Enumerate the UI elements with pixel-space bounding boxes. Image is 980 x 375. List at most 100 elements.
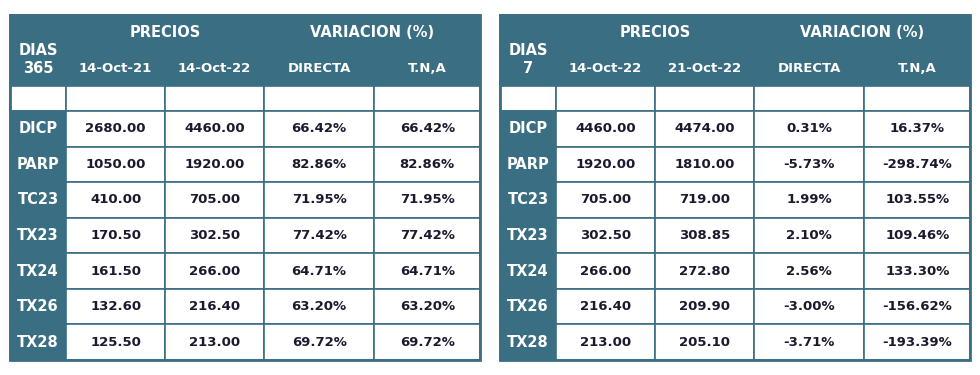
Bar xyxy=(754,182,864,218)
Text: TX26: TX26 xyxy=(18,299,59,314)
Bar xyxy=(165,86,264,111)
Text: 161.50: 161.50 xyxy=(90,265,141,278)
Text: DICP: DICP xyxy=(19,122,58,136)
Text: 272.80: 272.80 xyxy=(679,265,730,278)
Text: 1.99%: 1.99% xyxy=(786,194,832,207)
Text: VARIACION (%): VARIACION (%) xyxy=(310,25,434,40)
Text: 308.85: 308.85 xyxy=(679,229,730,242)
Text: 266.00: 266.00 xyxy=(189,265,240,278)
Text: TC23: TC23 xyxy=(18,192,59,207)
Bar xyxy=(165,111,264,147)
Bar xyxy=(10,253,67,289)
Bar xyxy=(374,51,480,86)
Text: 365: 365 xyxy=(23,61,53,76)
Text: -156.62%: -156.62% xyxy=(882,300,953,313)
Bar xyxy=(500,253,557,289)
Bar xyxy=(165,324,264,360)
Bar xyxy=(374,147,480,182)
Text: 133.30%: 133.30% xyxy=(885,265,950,278)
Text: 1050.00: 1050.00 xyxy=(85,158,146,171)
Text: -193.39%: -193.39% xyxy=(882,336,953,349)
Text: PRECIOS: PRECIOS xyxy=(129,25,201,40)
Bar xyxy=(165,289,264,324)
Text: -3.00%: -3.00% xyxy=(783,300,835,313)
Bar xyxy=(10,324,67,360)
Bar xyxy=(67,324,165,360)
Bar xyxy=(557,51,655,86)
Bar xyxy=(264,86,374,111)
Text: 64.71%: 64.71% xyxy=(400,265,455,278)
Text: 63.20%: 63.20% xyxy=(291,300,347,313)
Bar xyxy=(374,111,480,147)
Bar xyxy=(754,111,864,147)
Bar xyxy=(864,86,970,111)
Bar xyxy=(754,86,864,111)
Bar xyxy=(655,253,754,289)
Text: 14-Oct-22: 14-Oct-22 xyxy=(569,62,642,75)
Bar xyxy=(374,289,480,324)
Bar xyxy=(264,324,374,360)
Text: 4474.00: 4474.00 xyxy=(674,122,735,135)
Bar xyxy=(374,253,480,289)
Bar xyxy=(67,182,165,218)
Bar xyxy=(165,218,264,253)
Bar xyxy=(264,111,374,147)
Text: PARP: PARP xyxy=(17,157,60,172)
Bar xyxy=(864,218,970,253)
Text: DICP: DICP xyxy=(509,122,548,136)
Text: 170.50: 170.50 xyxy=(90,229,141,242)
Bar xyxy=(264,253,374,289)
Text: TX28: TX28 xyxy=(507,335,549,350)
Bar xyxy=(500,15,557,86)
Text: 14-Oct-21: 14-Oct-21 xyxy=(79,62,152,75)
Bar xyxy=(67,253,165,289)
Text: 63.20%: 63.20% xyxy=(400,300,455,313)
Bar xyxy=(754,51,864,86)
Text: 410.00: 410.00 xyxy=(90,194,141,207)
Text: 71.95%: 71.95% xyxy=(292,194,347,207)
Text: -5.73%: -5.73% xyxy=(783,158,835,171)
Text: 103.55%: 103.55% xyxy=(885,194,950,207)
Text: 216.40: 216.40 xyxy=(189,300,240,313)
Text: 7: 7 xyxy=(523,61,533,76)
Text: 1920.00: 1920.00 xyxy=(184,158,245,171)
Bar xyxy=(67,218,165,253)
Text: DIAS: DIAS xyxy=(509,43,548,58)
Bar xyxy=(500,324,557,360)
Text: 209.90: 209.90 xyxy=(679,300,730,313)
Bar xyxy=(557,147,655,182)
Text: TX28: TX28 xyxy=(17,335,59,350)
Bar xyxy=(10,111,67,147)
Text: 71.95%: 71.95% xyxy=(400,194,455,207)
Text: 125.50: 125.50 xyxy=(90,336,141,349)
Text: 69.72%: 69.72% xyxy=(292,336,347,349)
Bar xyxy=(374,324,480,360)
Bar xyxy=(500,147,557,182)
Text: 205.10: 205.10 xyxy=(679,336,730,349)
Text: VARIACION (%): VARIACION (%) xyxy=(800,25,924,40)
Text: 66.42%: 66.42% xyxy=(291,122,347,135)
Text: TX24: TX24 xyxy=(508,264,549,279)
Text: DIAS: DIAS xyxy=(19,43,58,58)
Bar xyxy=(655,289,754,324)
Text: TX26: TX26 xyxy=(508,299,549,314)
Text: TC23: TC23 xyxy=(508,192,549,207)
Bar xyxy=(557,86,655,111)
Bar xyxy=(500,182,557,218)
Bar xyxy=(754,289,864,324)
Text: 16.37%: 16.37% xyxy=(890,122,945,135)
Bar xyxy=(10,86,67,111)
Text: DIRECTA: DIRECTA xyxy=(777,62,841,75)
Bar xyxy=(557,253,655,289)
Text: PARP: PARP xyxy=(507,157,550,172)
Bar xyxy=(557,111,655,147)
Bar xyxy=(165,51,264,86)
Text: TX23: TX23 xyxy=(18,228,59,243)
Bar xyxy=(754,218,864,253)
Bar xyxy=(754,147,864,182)
Bar xyxy=(500,111,557,147)
Bar xyxy=(500,86,557,111)
Bar xyxy=(864,182,970,218)
Bar xyxy=(67,15,264,51)
Bar xyxy=(655,111,754,147)
